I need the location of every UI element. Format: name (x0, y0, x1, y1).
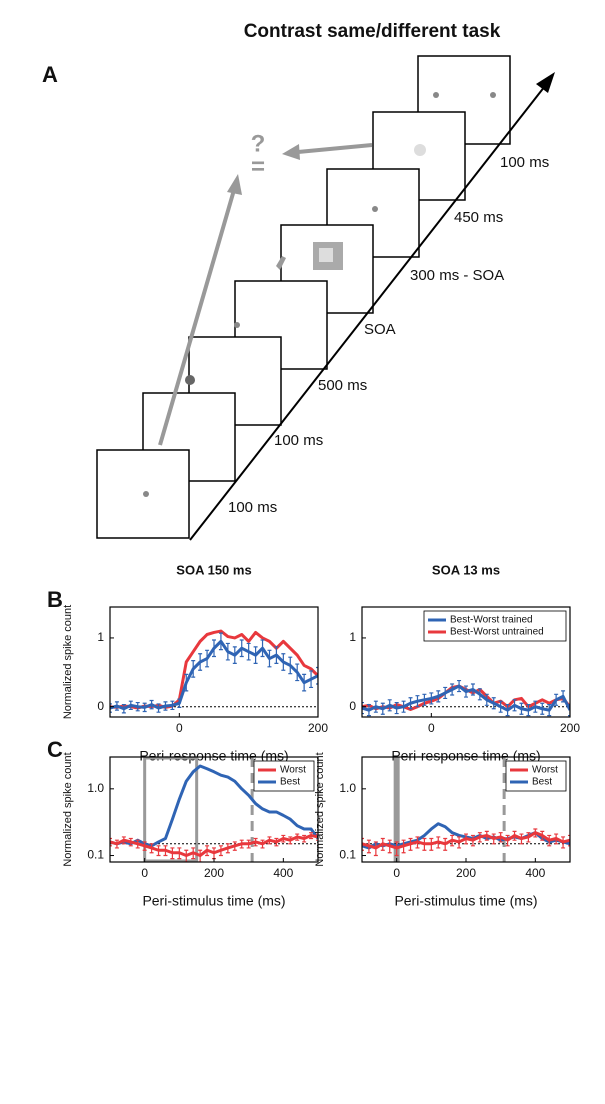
fixation-dot (143, 491, 149, 497)
x-tick-label: 200 (560, 721, 580, 735)
question-mark: ? (251, 130, 266, 157)
trial-frames (96, 55, 511, 539)
x-tick-label: 400 (273, 866, 293, 880)
equals-sign: = (251, 153, 265, 180)
x-tick-label: 200 (456, 866, 476, 880)
arrowhead (227, 174, 242, 195)
panel-label: A (42, 62, 58, 87)
y-axis-label: Normalized spike count (62, 605, 74, 719)
x-tick-label: 0 (176, 721, 183, 735)
legend-label: Worst (532, 765, 558, 776)
plot-area (110, 757, 318, 862)
duration-label: 100 ms (274, 432, 323, 449)
time-arrowhead (536, 72, 555, 93)
duration-label: 450 ms (454, 209, 503, 226)
choice-dot (433, 92, 439, 98)
error-bar (110, 837, 112, 847)
plot-frame (109, 606, 319, 718)
error-bar (362, 837, 364, 851)
frame (96, 449, 190, 539)
x-axis-label: Peri-stimulus time (ms) (394, 893, 537, 909)
legend-label: Best-Worst trained (450, 615, 533, 626)
legend-box (253, 760, 315, 792)
duration-label: 100 ms (500, 154, 549, 171)
stimulus-window (393, 757, 400, 862)
target-stimulus (276, 256, 286, 270)
fixation-dot (234, 322, 240, 328)
x-tick-label: 200 (204, 866, 224, 880)
y-tick-label: 1.0 (339, 781, 356, 795)
error-bar (316, 833, 318, 841)
error-bar (568, 834, 570, 847)
legend-box (423, 610, 567, 642)
arrow (158, 189, 236, 446)
duration-label: 500 ms (318, 377, 367, 394)
time-axis (189, 85, 546, 541)
legend-box (505, 760, 567, 792)
y-tick-label: 1 (97, 630, 104, 644)
duration-label: 100 ms (228, 499, 277, 516)
x-tick-label: 0 (428, 721, 435, 735)
error-bar (362, 701, 364, 715)
plot-area (110, 629, 318, 714)
duration-label: SOA (364, 321, 396, 338)
x-tick-label: 400 (525, 866, 545, 880)
y-tick-label: 0.1 (87, 848, 104, 862)
panel-label: C (47, 737, 63, 762)
y-axis-label: Normalized spike count (314, 752, 326, 866)
y-tick-label: 0.1 (339, 848, 356, 862)
y-axis-label: Normalized spike count (62, 752, 74, 866)
legend-label: Best (532, 777, 552, 788)
mask-texture (319, 248, 333, 262)
cue-dot (185, 375, 195, 385)
chart: Normalized spike count Peri-stimulus time… (314, 752, 571, 909)
error-bar (110, 703, 112, 713)
chart-title: SOA 13 ms (432, 562, 500, 577)
chart-title: SOA 150 ms (176, 562, 251, 577)
legend-label: Best-Worst untrained (450, 627, 544, 638)
series-line (362, 684, 570, 712)
panel-label: B (47, 587, 63, 612)
plot-frame (361, 606, 571, 718)
stimulus-window (143, 757, 199, 862)
fixation-dot (372, 206, 378, 212)
series-line (362, 831, 570, 850)
legend-label: Worst (280, 765, 306, 776)
legend-label: Best (280, 777, 300, 788)
x-axis-label: Peri-stimulus time (ms) (142, 893, 285, 909)
duration-label: 300 ms - SOA (410, 267, 504, 284)
plot-area (362, 757, 570, 862)
series-line (110, 639, 318, 711)
y-tick-label: 0 (349, 699, 356, 713)
x-tick-label: 0 (393, 866, 400, 880)
y-tick-label: 1.0 (87, 781, 104, 795)
arrowhead (282, 144, 300, 160)
x-tick-label: 200 (308, 721, 328, 735)
x-tick-label: 0 (141, 866, 148, 880)
y-tick-label: 0 (97, 699, 104, 713)
plot-area (362, 679, 570, 717)
series-line (110, 833, 318, 858)
error-bar (316, 666, 318, 685)
arrow (297, 143, 373, 154)
y-tick-label: 1 (349, 630, 356, 644)
figure-title: Contrast same/different task (244, 21, 501, 42)
choice-dot (490, 92, 496, 98)
probe-stimulus (414, 144, 426, 156)
